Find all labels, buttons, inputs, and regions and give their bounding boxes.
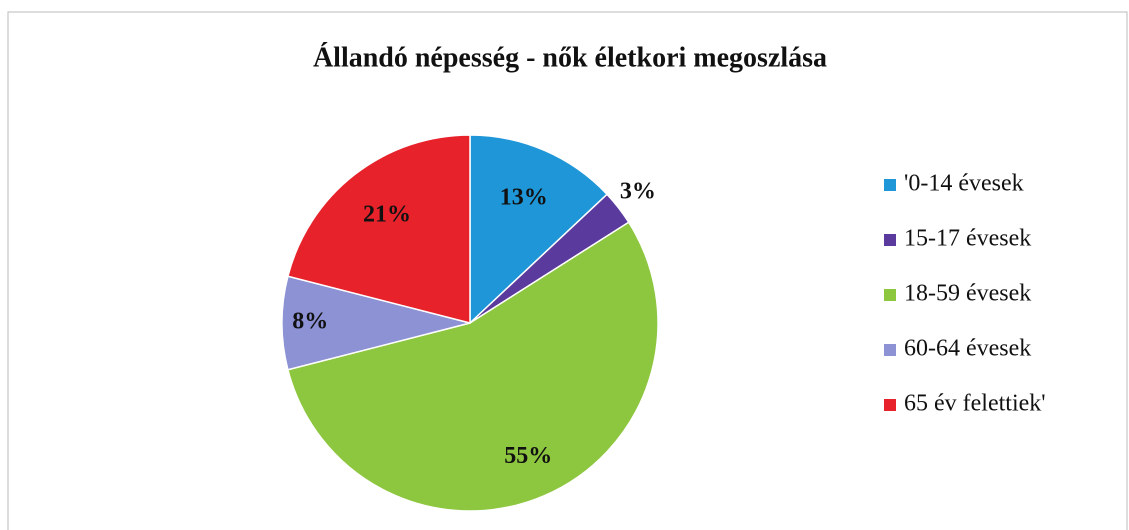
pie-slice <box>286 134 471 324</box>
legend-swatch <box>884 399 896 411</box>
legend-label: 15-17 évesek <box>904 226 1031 252</box>
legend-label: 18-59 évesek <box>904 281 1031 307</box>
legend-swatch <box>884 179 896 191</box>
legend-label: 65 év felettiek' <box>904 391 1046 417</box>
legend-swatch <box>884 289 896 301</box>
data-label: 21% <box>363 202 411 228</box>
chart-title: Állandó népesség - nők életkori megoszlá… <box>313 42 827 73</box>
data-label: 8% <box>292 309 328 335</box>
legend-swatch <box>884 234 896 246</box>
pie-slice <box>469 134 609 325</box>
data-label: 55% <box>504 443 552 469</box>
legend-swatch <box>884 344 896 356</box>
legend-label: '0-14 évesek <box>904 171 1024 197</box>
pie-slice <box>286 221 659 512</box>
legend-label: 60-64 évesek <box>904 336 1031 362</box>
data-label: 3% <box>620 178 656 204</box>
data-label: 13% <box>500 184 548 210</box>
pie-slice <box>281 275 471 371</box>
